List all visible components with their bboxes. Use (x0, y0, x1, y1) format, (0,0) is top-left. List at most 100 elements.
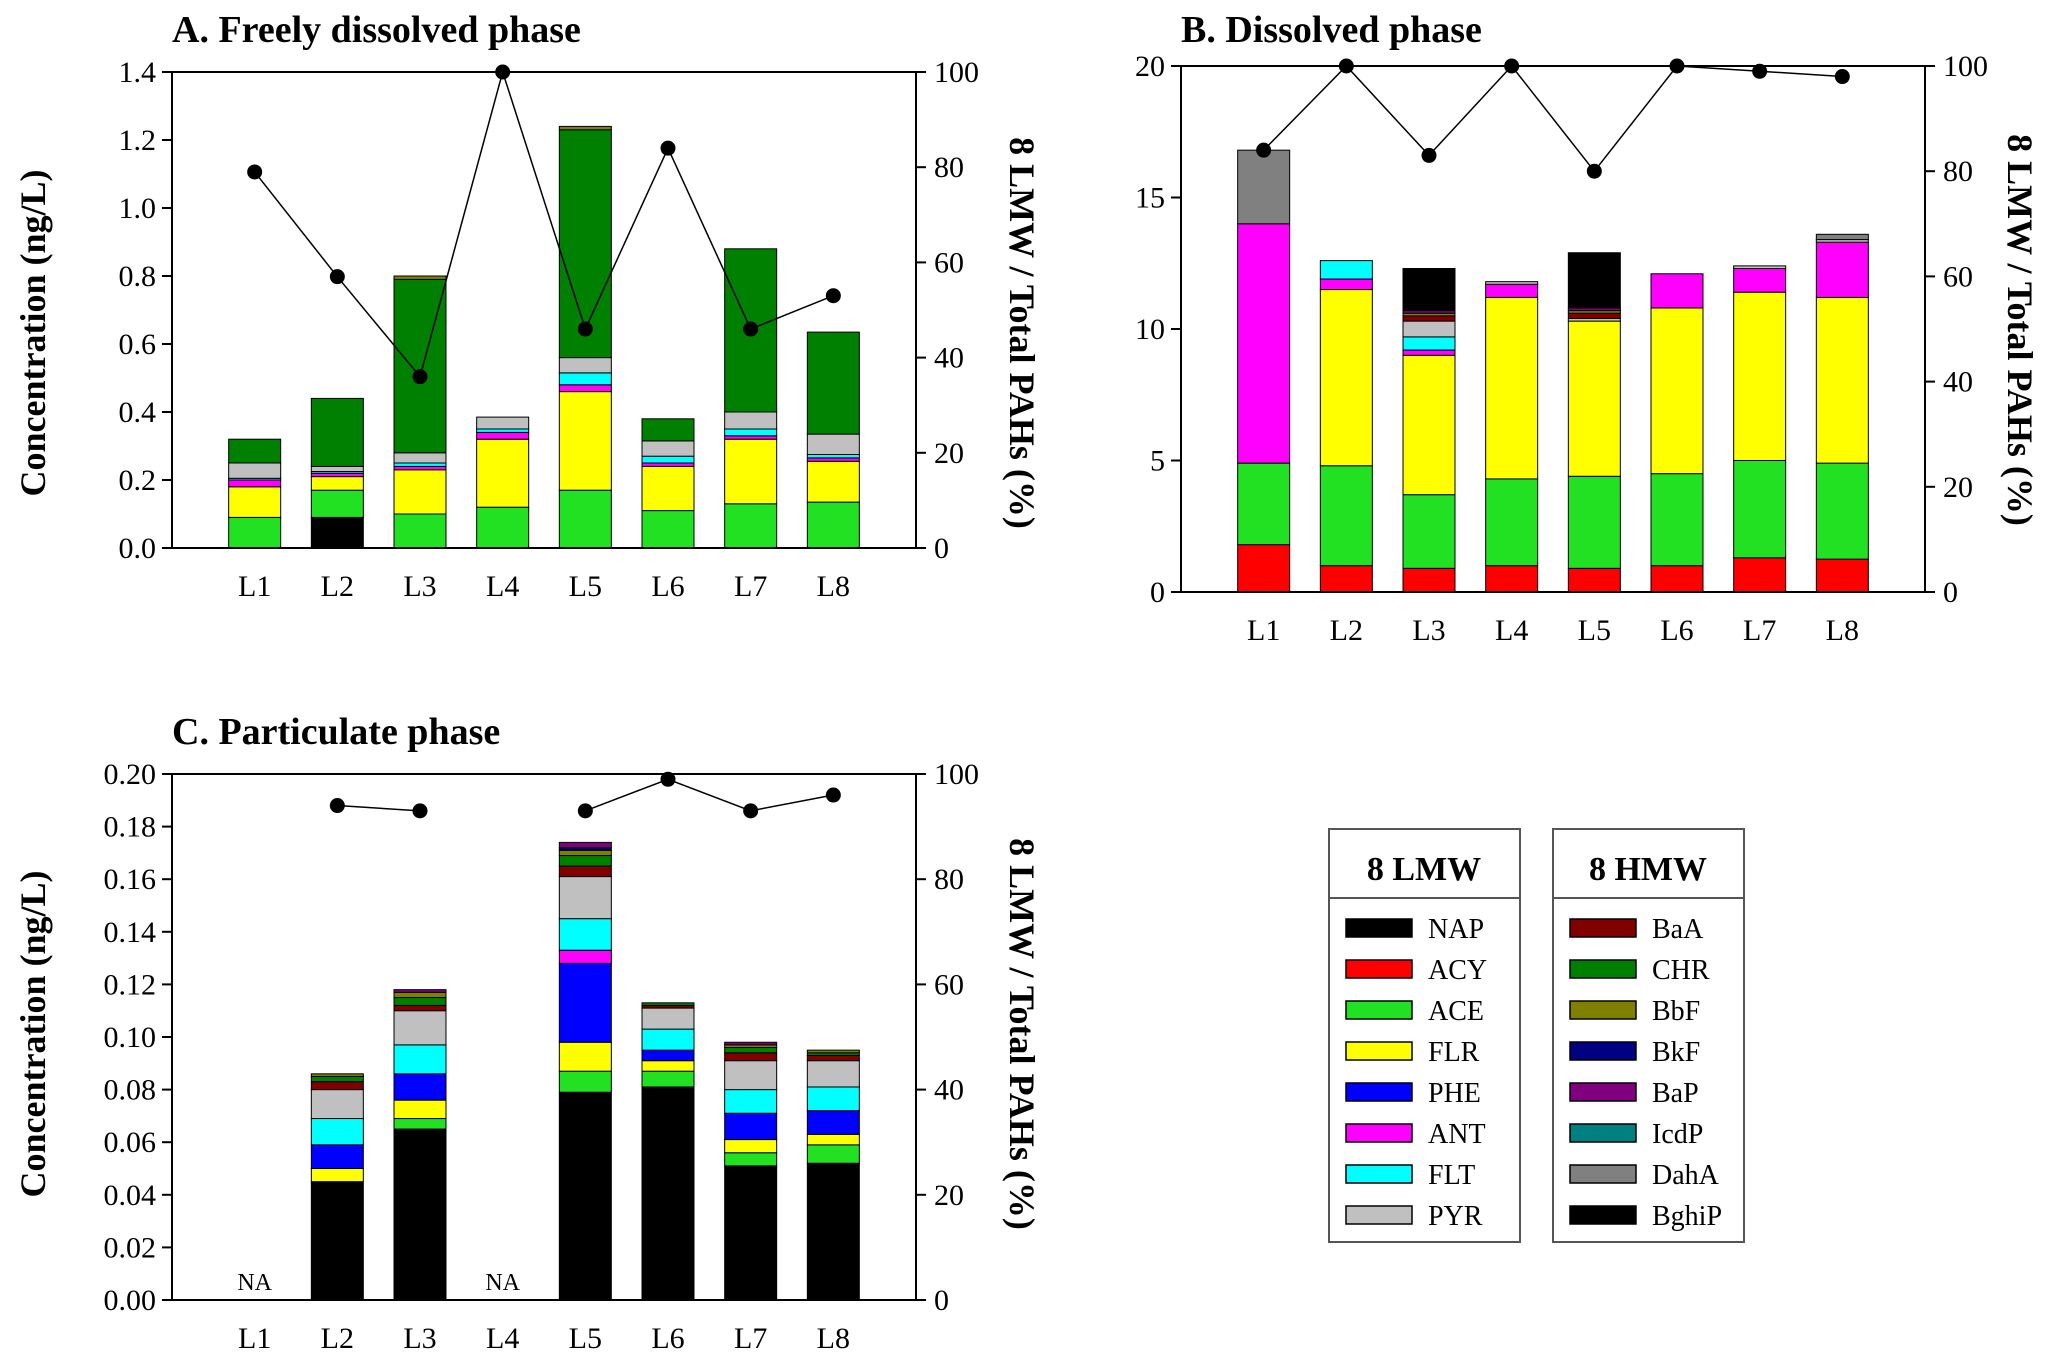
panel-b-x-tick-label: L3 (1412, 614, 1445, 647)
panel-c-y2-tick-label: 60 (934, 968, 964, 1001)
panel-a-lmw-ratio-point (495, 64, 511, 80)
panel-c-bar-L6-CHR (641, 1002, 695, 1006)
panel-b-bar-L8-ANT (1815, 241, 1869, 298)
panel-a-bar-L6-ACE (641, 510, 695, 549)
legend-hmw-swatch-bghip (1569, 1205, 1637, 1225)
panel-c-y-tick-label: 0.04 (104, 1179, 157, 1212)
panel-a-x-tick-label: L5 (569, 570, 602, 603)
panel-c-bar-L2-CHR (310, 1075, 364, 1083)
legend-lmw-swatch-ace (1345, 1000, 1413, 1020)
panel-b-y-tick-label: 20 (1135, 50, 1165, 83)
panel-b-bar-L3-BaA (1402, 315, 1456, 322)
panel-c-bar-L7-BaA (724, 1052, 778, 1062)
panel-b-bar-L3-ACY (1402, 567, 1456, 593)
panel-b-bar-L6-FLR (1650, 307, 1704, 475)
legend-lmw-label-pyr: PYR (1428, 1201, 1483, 1232)
panel-b-bar-L5-BghiP (1567, 252, 1621, 309)
panel-c-bar-L2-PYR (310, 1089, 364, 1120)
panel-a-x-tick-label: L3 (403, 570, 436, 603)
panel-b-bar-L8-DahA (1815, 233, 1869, 241)
panel-c-bar-L5-BbF (558, 849, 612, 857)
legend-hmw-label-icdp: IcdP (1652, 1119, 1703, 1150)
legend-lmw-label-ant: ANT (1428, 1119, 1486, 1150)
legend-hmw-swatch-baa (1569, 918, 1637, 938)
panel-b-lmw-ratio-point (1752, 63, 1768, 79)
legend-hmw-swatch-daha (1569, 1164, 1637, 1184)
panel-a-lmw-ratio-point (412, 369, 428, 385)
panel-b-y2-tick-label: 20 (1943, 471, 1973, 504)
panel-c-y-tick-label: 0.14 (104, 916, 157, 949)
panel-a-bar-L3-ANT (393, 465, 447, 471)
panel-b-x-tick-label: L1 (1247, 614, 1280, 647)
panel-b-bar-L1-DahA (1237, 149, 1291, 225)
panel-c-bar-L3-FLT (393, 1044, 447, 1075)
panel-c-y2-tick-label: 20 (934, 1179, 964, 1212)
panel-a-y2-tick-label: 80 (934, 151, 964, 184)
legend-hmw-label-daha: DahA (1652, 1160, 1720, 1191)
panel-b-plot-frame (1180, 65, 1926, 593)
panel-c-bar-L5-PHE (558, 962, 612, 1043)
panel-c-x-tick-label: L7 (734, 1322, 767, 1355)
panel-b-x-tick-label: L8 (1826, 614, 1859, 647)
legend-hmw-swatch-bkf (1569, 1041, 1637, 1061)
panel-b-lmw-ratio-point (1338, 58, 1354, 74)
panel-b-bar-L1-ANT (1237, 223, 1291, 464)
panel-c-bar-L7-PYR (724, 1060, 778, 1091)
panel-a-bar-L4-FLR (476, 438, 530, 508)
panel-a-bar-L2-CHR (310, 397, 364, 467)
panel-a-y-tick-label: 0.4 (119, 396, 157, 429)
panel-c-bar-L2-FLR (310, 1168, 364, 1183)
panel-a-bar-L4-ANT (476, 431, 530, 440)
panel-b-lmw-ratio-point (1504, 58, 1520, 74)
legend-hmw-box (1552, 828, 1745, 1243)
panel-c-bar-L8-ACE (806, 1144, 860, 1164)
panel-a-y-tick-label: 0.8 (119, 260, 157, 293)
legend-hmw-label-baa: BaA (1652, 914, 1704, 945)
panel-a-bar-L3-BbF (393, 275, 447, 280)
legend-lmw-swatch-nap (1345, 918, 1413, 938)
panel-a-bar-L2-ACE (310, 489, 364, 518)
panel-c-y2-axis-label: 8 LMW / Total PAHs (%) (1002, 838, 1042, 1230)
panel-c-lmw-ratio-point (412, 803, 428, 819)
panel-a-bar-L1-CHR (228, 438, 282, 464)
panel-c-bar-L7-PHE (724, 1112, 778, 1141)
panel-c-bar-L3-PHE (393, 1073, 447, 1101)
panel-a-bar-L3-FLT (393, 462, 447, 467)
panel-c-lmw-ratio-line (585, 778, 834, 812)
panel-a-y-tick-label: 0.0 (119, 532, 157, 565)
panel-b-y-tick-label: 15 (1135, 182, 1165, 215)
panel-a-y2-tick-label: 40 (934, 342, 964, 375)
legend-lmw-swatch-ant (1345, 1123, 1413, 1143)
panel-c-bar-L5-CHR (558, 855, 612, 867)
panel-c-bar-L8-BaA (806, 1054, 860, 1062)
panel-c-lmw-ratio-point (743, 803, 759, 819)
panel-a-bar-L2-ANT (310, 472, 364, 478)
panel-c-y-tick-label: 0.02 (104, 1231, 157, 1264)
panel-c-particulate: C. Particulate phase Concentration (ng/L… (13, 711, 1042, 1355)
panel-b-bar-L2-ANT (1319, 278, 1373, 291)
panel-a-lmw-ratio-point (743, 321, 759, 337)
panel-c-x-tick-label: L2 (321, 1322, 354, 1355)
panel-a-bar-L5-FLR (558, 391, 612, 491)
panel-a-plot-frame (171, 71, 917, 549)
panel-c-bar-L5-BaP (558, 841, 612, 849)
panel-b-bar-L4-ACE (1485, 478, 1539, 567)
panel-a-bar-L6-FLR (641, 465, 695, 512)
panel-a-bar-L7-FLT (724, 428, 778, 437)
panel-a-bar-L8-ANT (806, 457, 860, 462)
legend-hmw-label-bbf: BbF (1652, 996, 1700, 1027)
legend-hmw-label-bap: BaP (1652, 1078, 1699, 1109)
panel-a-x-tick-label: L7 (734, 570, 767, 603)
panel-a-lmw-ratio-point (660, 140, 676, 156)
panel-a-bar-L2-PYR (310, 465, 364, 472)
panel-a-y-axis-label: Concentration (ng/L) (13, 170, 53, 497)
panel-b-lmw-ratio-point (1256, 142, 1272, 158)
panel-a-bar-L1-ANT (228, 479, 282, 488)
panel-c-lmw-ratio-point (577, 803, 593, 819)
panel-c-y-tick-label: 0.08 (104, 1074, 157, 1107)
panel-a-lmw-ratio-point (247, 164, 263, 180)
panel-b-bar-L6-ACY (1650, 565, 1704, 593)
panel-a-bar-L6-ANT (641, 462, 695, 467)
panel-a-bar-L5-FLT (558, 372, 612, 386)
panel-b-bar-L2-ACY (1319, 565, 1373, 593)
